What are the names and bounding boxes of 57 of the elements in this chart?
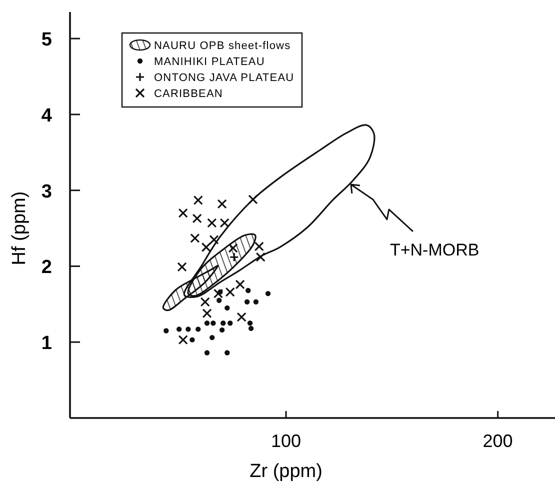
point xyxy=(219,327,225,333)
x-axis-title: Zr (ppm) xyxy=(250,461,322,482)
point xyxy=(236,312,246,322)
point xyxy=(176,326,182,332)
x-tick-label: 200 xyxy=(482,431,513,451)
point xyxy=(192,214,202,224)
point xyxy=(248,194,258,204)
point xyxy=(200,297,210,307)
point xyxy=(202,308,212,318)
point xyxy=(209,234,219,244)
point xyxy=(216,298,222,303)
point xyxy=(229,252,239,262)
point xyxy=(164,328,169,334)
point xyxy=(253,299,259,304)
y-tick-label: 2 xyxy=(41,257,52,278)
y-tick-label: 4 xyxy=(41,105,52,126)
point xyxy=(213,288,224,298)
point xyxy=(190,337,195,342)
point xyxy=(207,218,217,228)
y-tick-label: 5 xyxy=(41,30,52,51)
point xyxy=(220,320,226,326)
point xyxy=(193,195,203,205)
point xyxy=(204,320,210,326)
point xyxy=(228,320,233,326)
point xyxy=(224,350,230,356)
point xyxy=(210,334,215,340)
point xyxy=(246,288,251,294)
y-tick-label: 3 xyxy=(41,181,52,202)
point xyxy=(235,280,245,290)
point xyxy=(220,218,230,228)
point xyxy=(178,208,188,218)
legend-label: MANIHIKI PLATEAU xyxy=(154,56,265,68)
point xyxy=(248,326,254,332)
annotation: NAURU OPB sheet-flows xyxy=(154,40,291,52)
annotation: T+N-MORB xyxy=(390,240,480,260)
legend-label: ONTONG JAVA PLATEAU xyxy=(154,72,294,84)
point xyxy=(224,305,230,311)
point xyxy=(178,335,188,345)
point xyxy=(204,350,210,356)
point xyxy=(265,290,271,296)
y-axis-title: Hf (ppm) xyxy=(9,191,30,266)
point xyxy=(196,326,201,332)
x-tick-label: 100 xyxy=(271,431,302,451)
legend-label: CARIBBEAN xyxy=(154,88,223,100)
y-tick-label: 1 xyxy=(41,333,52,354)
point xyxy=(177,262,187,272)
point xyxy=(247,320,253,326)
point xyxy=(186,326,191,332)
point xyxy=(190,233,200,243)
point xyxy=(225,287,235,297)
point xyxy=(217,199,227,209)
point xyxy=(254,242,264,252)
point xyxy=(210,320,216,326)
point xyxy=(201,242,211,252)
point xyxy=(256,252,266,262)
point xyxy=(228,243,238,253)
point xyxy=(244,299,250,304)
